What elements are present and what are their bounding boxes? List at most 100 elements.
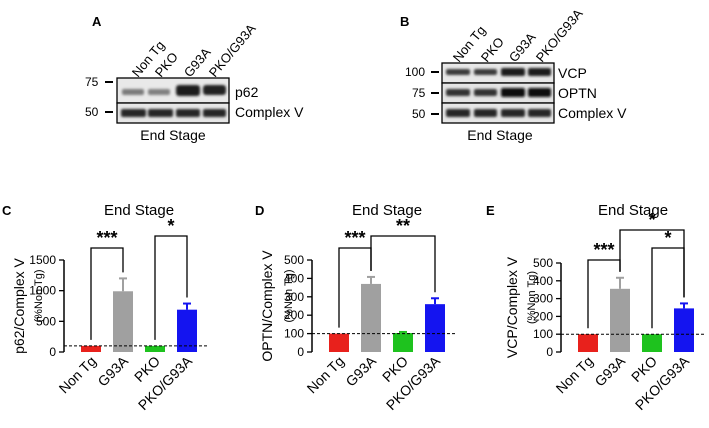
blot-caption: End Stage <box>467 127 533 143</box>
y-axis-label: OPTN/Complex V <box>259 250 275 362</box>
blot-b-markers: 100 75 50 <box>405 65 439 121</box>
blot-strip-vcp <box>441 62 555 84</box>
bar <box>145 345 165 352</box>
marker-label: 50 <box>412 107 426 121</box>
y-axis-label: VCP/Complex V <box>504 256 520 358</box>
y-tick-label: 0 <box>546 345 553 359</box>
bar <box>610 288 630 352</box>
y-tick-label: 200 <box>533 309 553 323</box>
chart-title: End Stage <box>352 202 422 219</box>
y-tick-label: 400 <box>533 274 553 288</box>
bar <box>329 333 349 352</box>
x-tick-label: Non Tg <box>553 353 597 397</box>
blot-panel-a: A Non Tg PKO G93A PKO/G93A 75 50 p62 <box>85 14 304 143</box>
chart-title: End Stage <box>104 202 174 219</box>
y-axis-sublabel: (%Non Tg) <box>526 271 538 324</box>
bar <box>674 308 694 352</box>
blot-band <box>474 109 497 117</box>
lane-label: G93A <box>181 45 214 80</box>
blot-band <box>203 109 226 117</box>
blot-caption: End Stage <box>140 127 206 143</box>
y-tick-label: 200 <box>284 308 304 322</box>
blot-band <box>501 88 525 97</box>
blot-panel-b: B Non Tg PKO G93A PKO/G93A 100 75 50 V <box>400 6 627 143</box>
blot-strip-p62 <box>116 77 230 104</box>
panel-label-a: A <box>92 14 102 29</box>
y-tick-label: 100 <box>533 327 553 341</box>
blot-band <box>474 69 497 75</box>
y-axis-sublabel: (%Non Tg) <box>33 270 45 323</box>
chart-panel-c: C End Stage p62/Complex V (%Non Tg) 0 500 1000… <box>2 202 207 413</box>
blot-band <box>446 89 470 96</box>
x-tick-label: G93A <box>591 352 628 389</box>
y-tick-label: 0 <box>49 345 56 359</box>
protein-label: p62 <box>235 84 259 100</box>
blot-band <box>528 109 551 117</box>
y-tick-label: 0 <box>297 345 304 359</box>
bar <box>393 333 413 352</box>
marker-label: 75 <box>412 86 426 100</box>
significance-bracket <box>619 229 685 298</box>
bar <box>113 291 133 352</box>
blot-band <box>501 109 525 117</box>
significance-stars: * <box>648 210 655 230</box>
y-tick-label: 300 <box>533 292 553 306</box>
significance-stars: * <box>664 228 671 248</box>
significance-stars: *** <box>96 228 117 248</box>
x-tick-label: Non Tg <box>304 353 348 397</box>
lane-label: G93A <box>506 30 539 65</box>
panel-label-b: B <box>400 14 409 29</box>
bar <box>578 334 598 352</box>
bar <box>361 283 381 352</box>
y-tick-label: 500 <box>284 253 304 267</box>
blot-b-lane-labels: Non Tg PKO G93A PKO/G93A <box>450 6 586 65</box>
blot-band <box>176 109 200 117</box>
panel-label: D <box>255 203 264 218</box>
bar <box>177 309 197 352</box>
chart-panel-e: E End Stage VCP/Complex V (%Non Tg) 0 100 200 3… <box>486 202 704 413</box>
y-axis-label: p62/Complex V <box>11 257 27 353</box>
blot-strip-complex-v-a <box>116 102 230 124</box>
blot-band <box>148 89 170 95</box>
blot-band <box>474 89 497 96</box>
y-tick-label: 500 <box>533 256 553 270</box>
significance-stars: *** <box>344 228 365 248</box>
blot-band <box>528 88 551 97</box>
chart-panel-d: D End Stage OPTN/Complex V (%Non Tg) 0 100 200… <box>255 202 455 413</box>
blot-band <box>528 68 551 76</box>
x-tick-label: G93A <box>94 352 131 389</box>
y-tick-label: 1000 <box>29 284 56 298</box>
bar <box>425 304 445 352</box>
blot-a-lane-labels: Non Tg PKO G93A PKO/G93A <box>129 21 259 80</box>
blot-band <box>501 68 525 76</box>
marker-label: 50 <box>85 105 99 119</box>
lane-label: PKO/G93A <box>533 6 586 65</box>
blot-a-markers: 75 50 <box>85 75 113 119</box>
blot-band <box>148 109 173 117</box>
y-tick-label: 1500 <box>29 253 56 267</box>
blot-band <box>446 109 470 117</box>
blot-strip-complex-v-b <box>441 102 555 124</box>
panel-label: E <box>486 203 495 218</box>
bar <box>642 334 662 352</box>
significance-bracket <box>370 235 436 293</box>
protein-label: Complex V <box>235 104 304 120</box>
x-tick-label: G93A <box>342 352 379 389</box>
y-tick-label: 300 <box>284 290 304 304</box>
blot-band <box>446 69 470 75</box>
marker-label: 100 <box>405 65 425 79</box>
chart-title: End Stage <box>598 202 668 219</box>
significance-stars: * <box>167 216 174 236</box>
y-tick-label: 100 <box>284 327 304 341</box>
y-tick-label: 400 <box>284 271 304 285</box>
panel-label: C <box>2 203 12 218</box>
blot-band <box>122 89 144 95</box>
lane-label: PKO/G93A <box>206 21 259 80</box>
blot-strip-optn <box>441 82 555 104</box>
blot-band <box>203 85 226 95</box>
protein-label: VCP <box>558 65 587 81</box>
marker-label: 75 <box>85 75 99 89</box>
x-tick-label: Non Tg <box>56 353 100 397</box>
significance-stars: *** <box>593 240 614 260</box>
